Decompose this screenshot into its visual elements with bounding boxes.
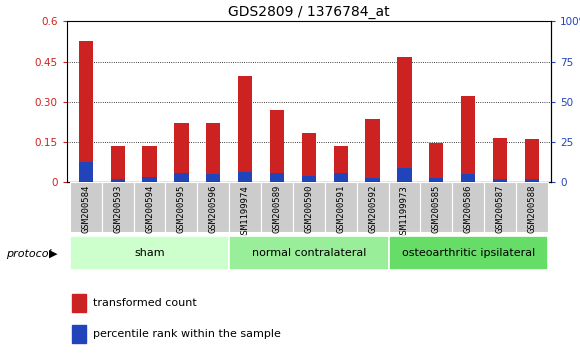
Text: GSM200589: GSM200589 <box>273 185 281 233</box>
Bar <box>238 76 252 182</box>
Bar <box>79 41 93 182</box>
Text: GSM200585: GSM200585 <box>432 185 441 233</box>
Bar <box>133 182 165 232</box>
Bar <box>142 146 157 182</box>
Bar <box>484 182 516 232</box>
Bar <box>165 182 197 232</box>
Bar <box>525 179 539 182</box>
Bar <box>397 57 412 182</box>
Bar <box>429 178 444 182</box>
Bar <box>102 182 133 232</box>
Bar <box>365 119 380 182</box>
Bar <box>70 236 229 270</box>
Text: transformed count: transformed count <box>93 298 197 308</box>
Bar <box>206 123 220 182</box>
Bar <box>334 146 348 182</box>
Bar <box>174 173 188 182</box>
Bar <box>71 325 86 343</box>
Bar <box>111 179 125 182</box>
Text: GSM200594: GSM200594 <box>145 185 154 233</box>
Bar <box>270 110 284 182</box>
Bar <box>229 236 389 270</box>
Bar <box>293 182 325 232</box>
Bar <box>452 182 484 232</box>
Bar <box>493 179 507 182</box>
Bar <box>365 178 380 182</box>
Bar <box>357 182 389 232</box>
Text: GSM1199973: GSM1199973 <box>400 185 409 239</box>
Text: normal contralateral: normal contralateral <box>252 248 366 258</box>
Bar <box>302 133 316 182</box>
Bar <box>325 182 357 232</box>
Bar <box>389 182 420 232</box>
Text: sham: sham <box>134 248 165 258</box>
Text: GSM200590: GSM200590 <box>304 185 313 233</box>
Bar <box>206 174 220 182</box>
Bar <box>525 139 539 182</box>
Bar <box>71 295 86 312</box>
Text: GSM200588: GSM200588 <box>527 185 536 233</box>
Title: GDS2809 / 1376784_at: GDS2809 / 1376784_at <box>228 5 390 19</box>
Text: osteoarthritic ipsilateral: osteoarthritic ipsilateral <box>401 248 535 258</box>
Text: protocol: protocol <box>6 249 52 259</box>
Text: GSM200592: GSM200592 <box>368 185 377 233</box>
Bar <box>429 143 444 182</box>
Bar <box>174 123 188 182</box>
Bar <box>334 173 348 182</box>
Bar <box>493 138 507 182</box>
Bar <box>461 174 476 182</box>
Bar <box>420 182 452 232</box>
Bar <box>238 172 252 182</box>
Text: percentile rank within the sample: percentile rank within the sample <box>93 329 281 339</box>
Text: GSM200591: GSM200591 <box>336 185 345 233</box>
Bar <box>229 182 261 232</box>
Bar <box>397 167 412 182</box>
Text: GSM200587: GSM200587 <box>495 185 505 233</box>
Text: GSM200596: GSM200596 <box>209 185 218 233</box>
Bar <box>461 96 476 182</box>
Bar <box>516 182 548 232</box>
Text: ▶: ▶ <box>49 249 58 259</box>
Bar <box>70 182 101 232</box>
Text: GSM200586: GSM200586 <box>463 185 473 233</box>
Bar <box>261 182 293 232</box>
Bar <box>142 177 157 182</box>
Text: GSM200595: GSM200595 <box>177 185 186 233</box>
Bar <box>270 173 284 182</box>
Bar <box>111 146 125 182</box>
Text: GSM200593: GSM200593 <box>113 185 122 233</box>
Text: GSM200584: GSM200584 <box>81 185 90 233</box>
Bar <box>79 162 93 182</box>
Text: GSM1199974: GSM1199974 <box>241 185 249 239</box>
Bar <box>389 236 548 270</box>
Bar <box>197 182 229 232</box>
Bar <box>302 176 316 182</box>
